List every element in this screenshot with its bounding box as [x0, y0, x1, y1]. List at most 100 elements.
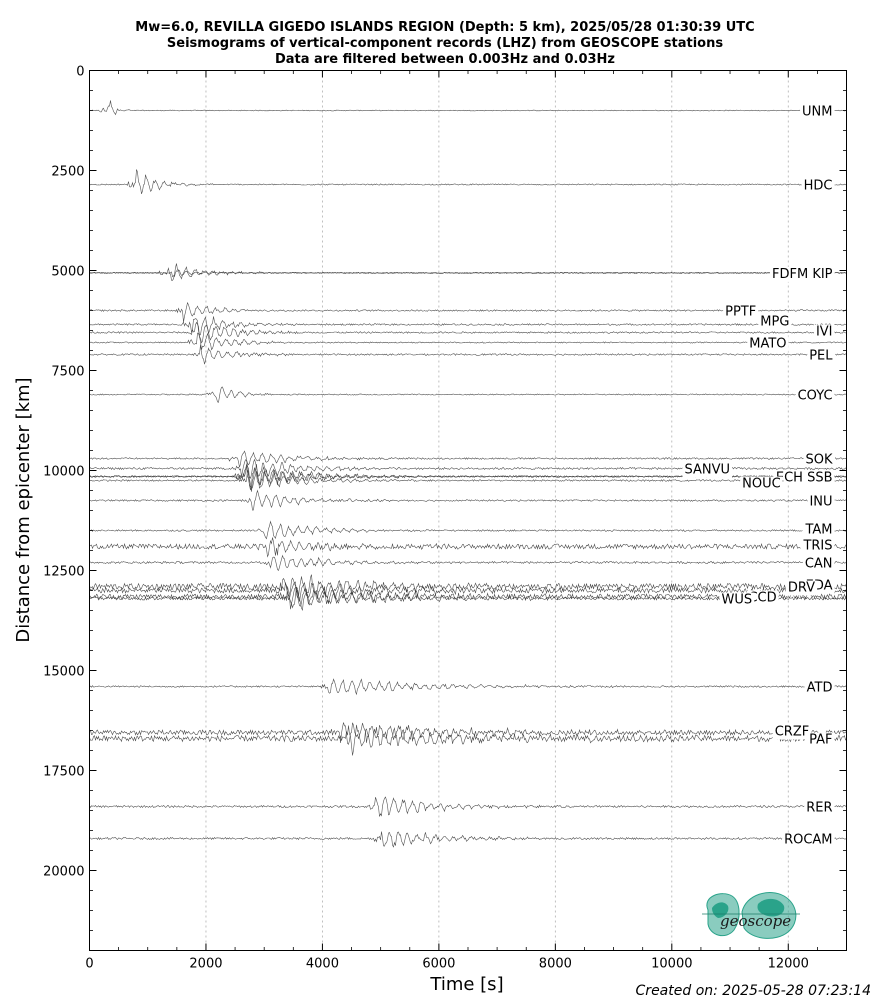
trace-eda	[89, 574, 847, 597]
station-label-bg	[801, 178, 835, 194]
station-label: INU	[809, 495, 832, 510]
station-label: FDFM KIP	[772, 267, 833, 282]
station-labels: UNM HDC FDFM KIP PPTF MPG IVI MATO PEL COYC SOK SA…	[682, 104, 836, 848]
trace-coyc	[89, 386, 847, 403]
y-tick-label: 10000	[43, 465, 84, 480]
station-label-bg	[758, 314, 792, 330]
trace-pptf	[89, 301, 847, 323]
station-label: TAM	[804, 523, 832, 538]
axis-ticks: 0 2000 4000 6000 8000 10000 12000 0 2500 5000 7500…	[43, 65, 847, 972]
x-tick-label: 8000	[539, 957, 572, 972]
trace-sok	[89, 450, 847, 468]
station-label-bg	[785, 580, 818, 596]
geoscope-logo: geoscope	[702, 892, 800, 939]
station-label: NOUC	[742, 477, 781, 492]
trace-pel	[89, 344, 847, 365]
station-label-bg	[795, 388, 835, 404]
trace-atd	[89, 678, 847, 696]
x-tick-label: 2000	[189, 957, 222, 972]
trace-hdc	[89, 169, 847, 194]
x-tick-label: 12000	[768, 957, 809, 972]
station-label-bg	[802, 556, 835, 572]
trace-tam	[89, 520, 847, 540]
trace-tris	[89, 537, 847, 558]
logo-text: geoscope	[720, 912, 791, 930]
station-label: CRZF	[775, 725, 810, 740]
station-label-bg	[723, 304, 759, 320]
station-label: PAF	[809, 733, 832, 748]
y-tick-label: 17500	[43, 765, 84, 780]
station-label-bg	[803, 452, 835, 468]
x-tick-label: 0	[85, 957, 93, 972]
station-label: RER	[806, 801, 832, 816]
station-label-bg	[807, 494, 835, 510]
station-label: SANVU	[685, 463, 731, 478]
trace-unm	[89, 100, 847, 116]
station-label-bg	[740, 476, 783, 492]
station-label: IVI	[816, 325, 833, 340]
trace-kip	[89, 269, 847, 278]
station-label: UNM	[802, 105, 832, 120]
station-label: MPG	[760, 315, 789, 330]
station-label: WUS	[722, 593, 753, 608]
trace-can	[89, 554, 847, 572]
trace-paf	[89, 724, 847, 756]
x-axis-label: Time [s]	[429, 974, 503, 995]
y-tick-label: 20000	[43, 865, 84, 880]
station-label-bg	[746, 590, 779, 606]
station-label: MATO	[749, 337, 786, 352]
station-label: CCD	[748, 591, 776, 606]
x-tick-label: 4000	[306, 957, 339, 972]
station-label: CAN	[805, 557, 833, 572]
station-label-bg	[800, 538, 835, 554]
trace-mato	[89, 332, 847, 351]
station-label: DRV	[788, 581, 815, 596]
station-label-bg	[782, 832, 835, 848]
station-label-bg	[807, 348, 836, 364]
y-tick-label: 12500	[43, 565, 84, 580]
station-label: ROCAM	[784, 833, 832, 848]
station-label: ECH SSB	[776, 471, 833, 486]
trace-ivi	[89, 321, 847, 344]
trace-nouc	[89, 469, 847, 489]
title-line-1: Mw=6.0, REVILLA GIGEDO ISLANDS REGION (D…	[135, 20, 754, 35]
station-label: HDC	[804, 179, 833, 194]
title-line-3: Data are filtered between 0.003Hz and 0.…	[275, 52, 615, 67]
y-axis-label: Distance from epicenter [km]	[13, 377, 34, 642]
plot-frame	[89, 70, 847, 951]
y-tick-label: 5000	[51, 265, 84, 280]
y-tick-label: 7500	[51, 365, 84, 380]
station-label: ATD	[807, 681, 833, 696]
station-label-bg	[682, 462, 733, 478]
station-label-bg	[800, 104, 835, 120]
trace-rer	[89, 796, 847, 817]
y-tick-label: 0	[76, 65, 84, 80]
station-label: TRIS	[802, 539, 832, 554]
station-label-bg	[719, 592, 755, 608]
trace-crzf	[89, 722, 847, 745]
trace-inu	[89, 489, 847, 511]
station-label-bg	[802, 522, 835, 538]
station-label: PPTF	[725, 305, 756, 320]
station-label-bg	[772, 724, 812, 740]
station-label: COYC	[798, 389, 833, 404]
station-label-bg	[770, 266, 835, 282]
trace-drv	[89, 581, 847, 602]
station-label-bg	[813, 324, 835, 340]
station-label-bg	[747, 336, 789, 352]
station-label-bg	[804, 680, 835, 696]
x-grid	[205, 70, 789, 951]
logo-land-right	[757, 898, 785, 917]
station-label-bg	[773, 470, 835, 486]
x-tick-label: 6000	[422, 957, 455, 972]
x-tick-label: 10000	[651, 957, 692, 972]
trace-mpg	[89, 316, 847, 336]
y-tick-label: 15000	[43, 665, 84, 680]
y-tick-label: 2500	[51, 165, 84, 180]
station-label-bg	[804, 800, 835, 816]
title-line-2: Seismograms of vertical-component record…	[167, 36, 723, 51]
station-label: PEL	[809, 349, 833, 364]
created-on-footer: Created on: 2025-05-28 07:23:14	[636, 983, 871, 999]
station-label-bg	[807, 732, 835, 748]
